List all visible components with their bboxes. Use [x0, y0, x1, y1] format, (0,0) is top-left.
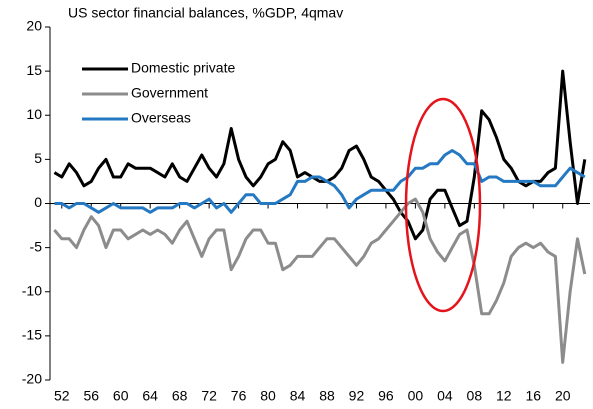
x-tick-label: 52 [54, 388, 70, 404]
legend-label: Overseas [131, 110, 191, 126]
chart-title: US sector financial balances, %GDP, 4qma… [68, 5, 343, 21]
y-tick-label: 10 [26, 106, 42, 122]
x-tick-label: 92 [349, 388, 365, 404]
x-tick-label: 12 [496, 388, 512, 404]
legend-label: Government [131, 85, 208, 101]
x-tick-label: 20 [555, 388, 571, 404]
x-tick-label: 76 [231, 388, 247, 404]
y-tick-label: 15 [26, 62, 42, 78]
y-tick-label: 0 [34, 194, 42, 210]
y-tick-label: -15 [22, 327, 42, 343]
y-tick-label: -10 [22, 282, 42, 298]
legend-label: Domestic private [131, 60, 235, 76]
y-tick-label: -5 [30, 238, 43, 254]
y-tick-label: -20 [22, 371, 42, 387]
series-line [53, 69, 587, 241]
highlight-ellipse [404, 97, 482, 313]
x-tick-label: 60 [113, 388, 129, 404]
x-tick-label: 84 [290, 388, 306, 404]
series-line [54, 149, 586, 214]
x-tick-label: 88 [319, 388, 335, 404]
x-tick-label: 72 [201, 388, 217, 404]
x-tick-label: 64 [142, 388, 158, 404]
y-tick-label: 20 [26, 18, 42, 34]
x-tick-label: 68 [172, 388, 188, 404]
y-tick-label: 5 [34, 150, 42, 166]
x-tick-label: 16 [525, 388, 541, 404]
x-tick-label: 80 [260, 388, 276, 404]
plot-area: -20 -15 -10 -5 0 5 10 15 20 52 56 60 64 68 72 76 80 84 88 9… [22, 18, 590, 404]
series-line [53, 197, 587, 364]
x-tick-label: 00 [408, 388, 424, 404]
x-tick-label: 56 [83, 388, 99, 404]
x-tick-label: 96 [378, 388, 394, 404]
x-tick-label: 04 [437, 388, 453, 404]
x-tick-label: 08 [467, 388, 483, 404]
